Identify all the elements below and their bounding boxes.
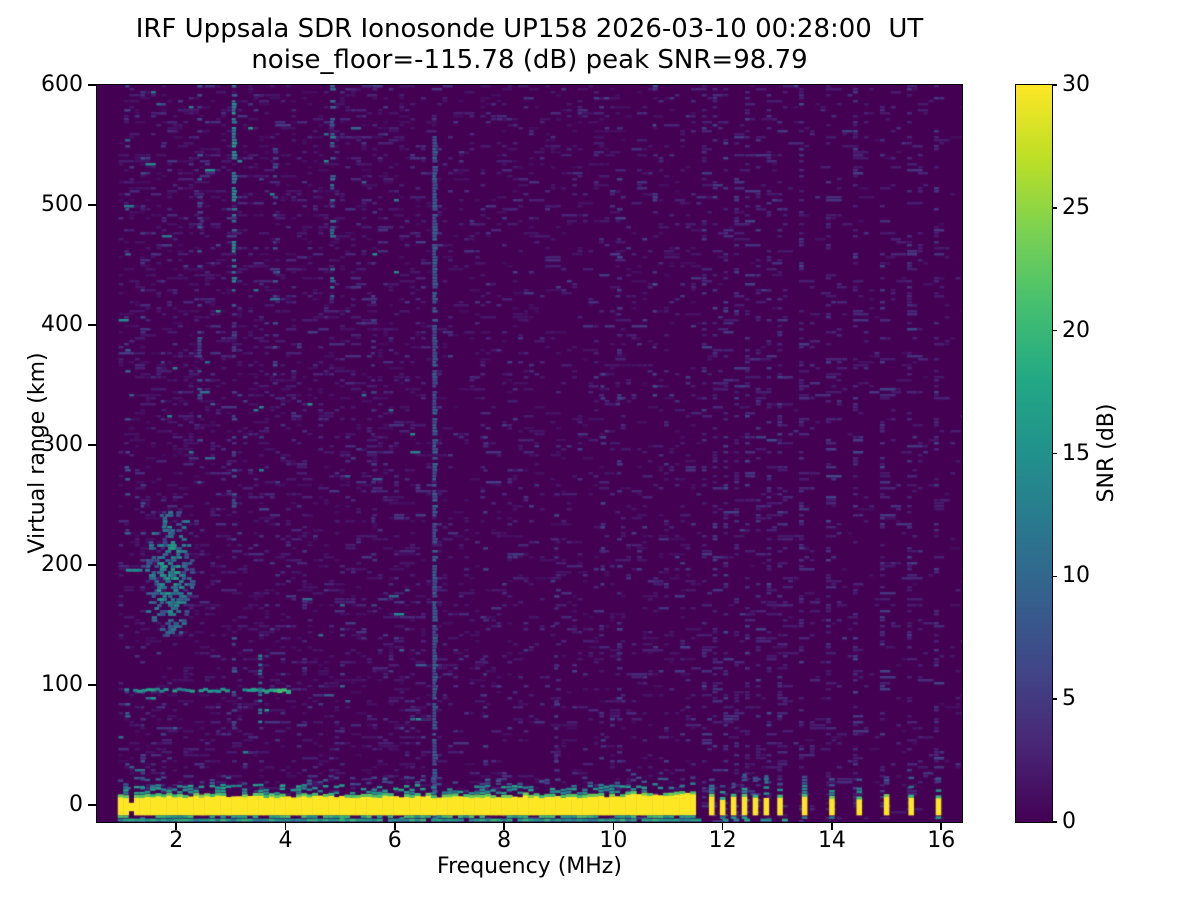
x-tick-mark [503, 822, 505, 830]
y-tick-mark [88, 564, 96, 566]
colorbar-tick-label: 5 [1062, 686, 1076, 712]
x-tick-label: 16 [927, 828, 956, 853]
y-tick-mark [88, 684, 96, 686]
colorbar-tick-label: 10 [1062, 563, 1090, 589]
x-tick-label: 4 [278, 828, 293, 853]
y-tick-label: 0 [69, 792, 83, 818]
colorbar-tick-mark [1052, 84, 1057, 86]
colorbar-tick-mark [1052, 575, 1057, 578]
y-tick-label: 600 [41, 72, 83, 97]
y-tick-mark [88, 84, 96, 86]
colorbar [1014, 83, 1053, 823]
x-tick-mark [284, 822, 287, 830]
colorbar-tick-label: 0 [1062, 809, 1076, 834]
x-tick-mark [721, 822, 724, 830]
y-tick-label: 300 [41, 432, 83, 458]
chart-title: IRF Uppsala SDR Ionosonde UP158 2026-03-… [135, 14, 924, 44]
colorbar-tick-mark [1052, 452, 1057, 455]
colorbar-tick-mark [1052, 698, 1057, 700]
x-tick-mark [394, 822, 396, 830]
y-tick-label: 500 [41, 192, 83, 218]
snr-heatmap-canvas [96, 84, 962, 822]
plot-area [95, 83, 963, 823]
x-tick-label: 12 [708, 828, 737, 853]
x-tick-mark [175, 822, 178, 830]
x-tick-label: 8 [497, 828, 512, 853]
y-tick-label: 100 [41, 672, 83, 698]
colorbar-tick-label: 30 [1062, 72, 1090, 97]
y-tick-mark [88, 324, 96, 326]
y-axis-label: Virtual range (km) [25, 352, 50, 554]
colorbar-tick-mark [1052, 207, 1057, 209]
x-tick-mark [831, 822, 833, 830]
x-tick-label: 14 [817, 828, 846, 853]
colorbar-tick-label: 15 [1062, 440, 1090, 466]
y-tick-mark [88, 804, 96, 806]
x-tick-mark [940, 822, 943, 830]
colorbar-tick-mark [1052, 821, 1057, 823]
chart-subtitle: noise_floor=-115.78 (dB) peak SNR=98.79 [251, 45, 808, 75]
x-tick-label: 2 [169, 828, 184, 853]
colorbar-tick-mark [1052, 329, 1057, 332]
y-tick-label: 400 [41, 312, 83, 338]
colorbar-label: SNR (dB) [1094, 403, 1119, 503]
y-tick-label: 200 [41, 552, 83, 578]
chart-title-block: IRF Uppsala SDR Ionosonde UP158 2026-03-… [97, 14, 962, 76]
x-tick-label: 6 [387, 828, 402, 853]
x-tick-label: 10 [599, 828, 628, 853]
x-axis-label: Frequency (MHz) [437, 854, 622, 879]
y-tick-mark [88, 204, 96, 206]
colorbar-tick-label: 20 [1062, 317, 1090, 343]
x-tick-mark [612, 822, 615, 830]
y-tick-mark [88, 444, 96, 446]
colorbar-tick-label: 25 [1062, 194, 1090, 220]
